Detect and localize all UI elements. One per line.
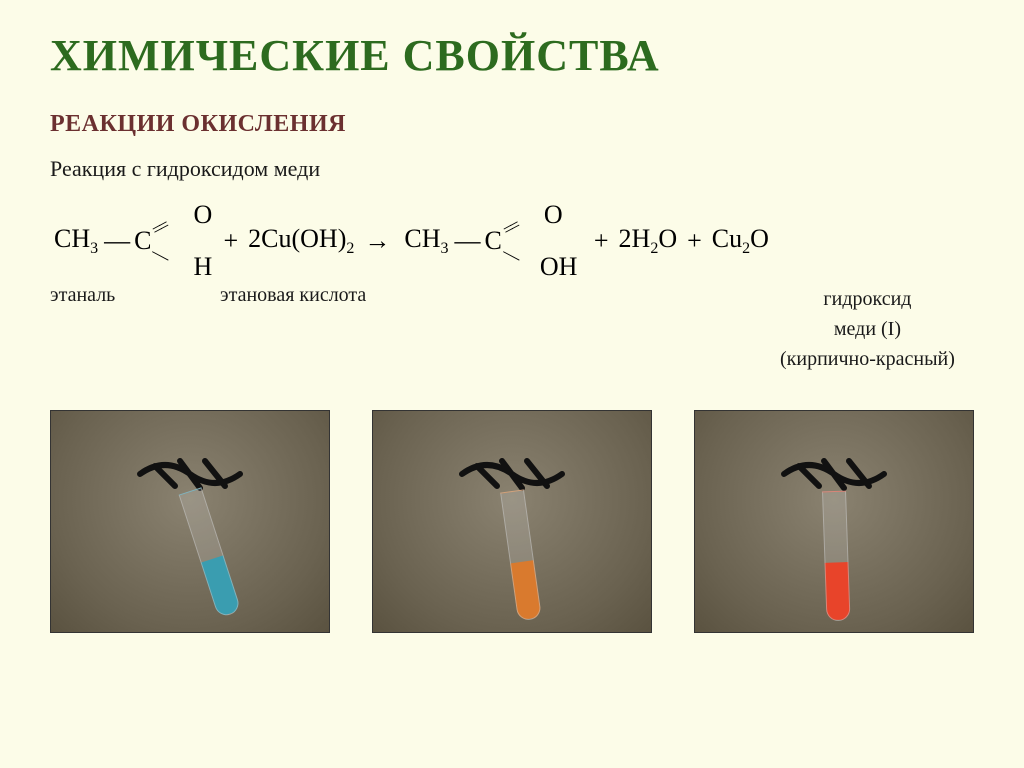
double-bond-icon: == [151,218,173,238]
c-label: C [134,226,151,256]
label-ethanal: этаналь [50,284,170,374]
reaction-description: Реакция с гидроксидом меди [50,156,974,182]
arrow-operator: → [364,226,390,256]
chemical-equation: CH3 — C == — O H + 2Cu(OH)2 → CH3 — C ==… [50,206,974,276]
h2o: 2H2O [619,224,678,258]
photo-stage-3 [694,410,974,633]
single-bond-icon: — [151,245,173,265]
o-atom: O [544,200,563,230]
single-bond-icon: — [501,245,523,265]
section-subtitle: РЕАКЦИИ ОКИСЛЕНИЯ [50,111,974,138]
double-bond-icon: == [501,218,523,238]
label-hydroxide: гидроксид меди (I) (кирпично-красный) [780,284,955,374]
cu2o: Cu2O [712,224,769,258]
c-label: C [485,226,502,256]
compound-labels: этаналь этановая кислота гидроксид меди … [50,284,974,374]
product-acid: CH3 — C == — O OH [404,206,579,276]
plus-operator: + [223,226,238,256]
photo-stage-1 [50,410,330,633]
oh-group: OH [540,252,578,282]
test-tube [822,491,851,622]
cuoh2: 2Cu(OH)2 [248,224,354,258]
ch3-label: CH3 [404,224,448,258]
ch3-label: CH3 [54,224,98,258]
h-atom: H [193,252,212,282]
o-atom: O [193,200,212,230]
plus-operator: + [687,226,702,256]
plus-operator: + [594,226,609,256]
reactant-ethanal: CH3 — C == — O H [54,206,209,276]
slide-title: ХИМИЧЕСКИЕ СВОЙСТВА [50,30,974,81]
photo-stage-2 [372,410,652,633]
label-acid: этановая кислота [220,284,480,374]
experiment-photos [50,410,974,633]
